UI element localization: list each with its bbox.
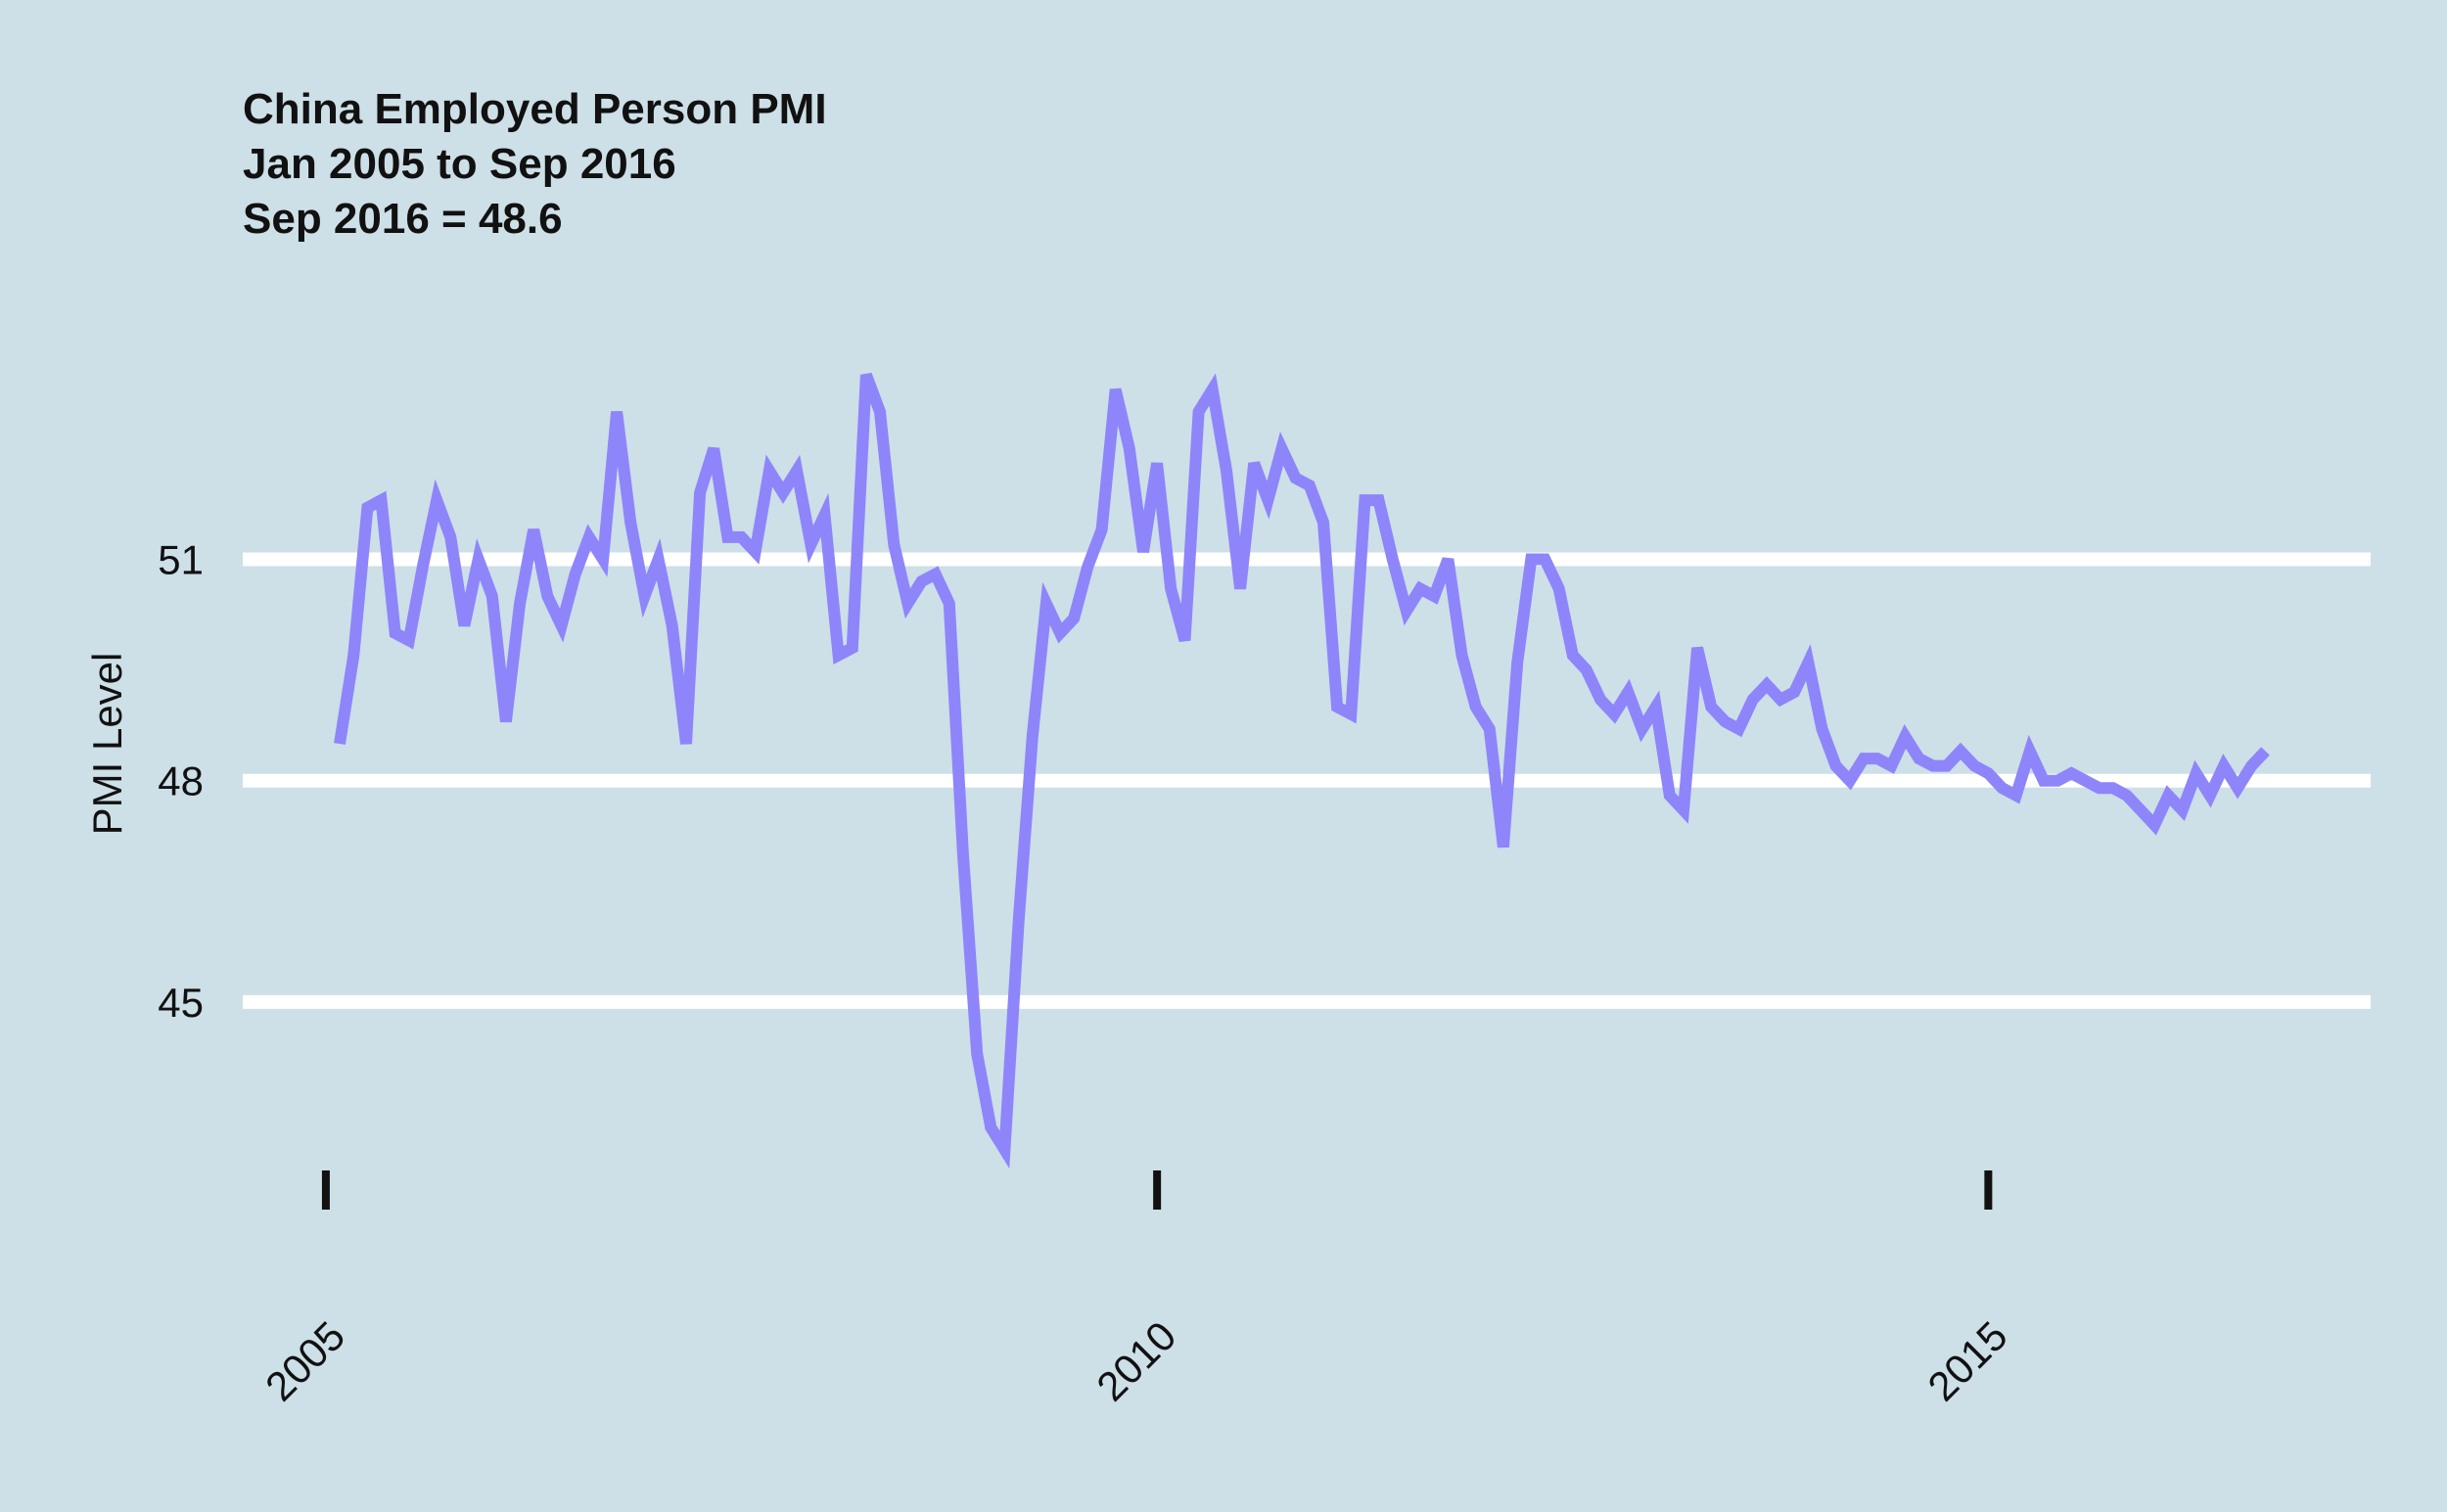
- series-group: [334, 372, 2270, 1168]
- series-line-0: [334, 372, 2270, 1168]
- y-axis-tick-labels: 45 48 51: [158, 536, 204, 1025]
- chart-title: China Employed Person PMI Jan 2005 to Se…: [243, 85, 827, 243]
- title-line-2: Jan 2005 to Sep 2016: [243, 140, 676, 188]
- title-line-1: China Employed Person PMI: [243, 85, 827, 133]
- title-line-3: Sep 2016 = 48.6: [243, 195, 563, 243]
- x-axis-ticks: [321, 1170, 1993, 1210]
- y-axis-title: PMI Level: [84, 653, 130, 836]
- y-tick-label-48: 48: [158, 758, 204, 804]
- y-tick-label-51: 51: [158, 536, 204, 582]
- y-tick-label-45: 45: [158, 980, 204, 1026]
